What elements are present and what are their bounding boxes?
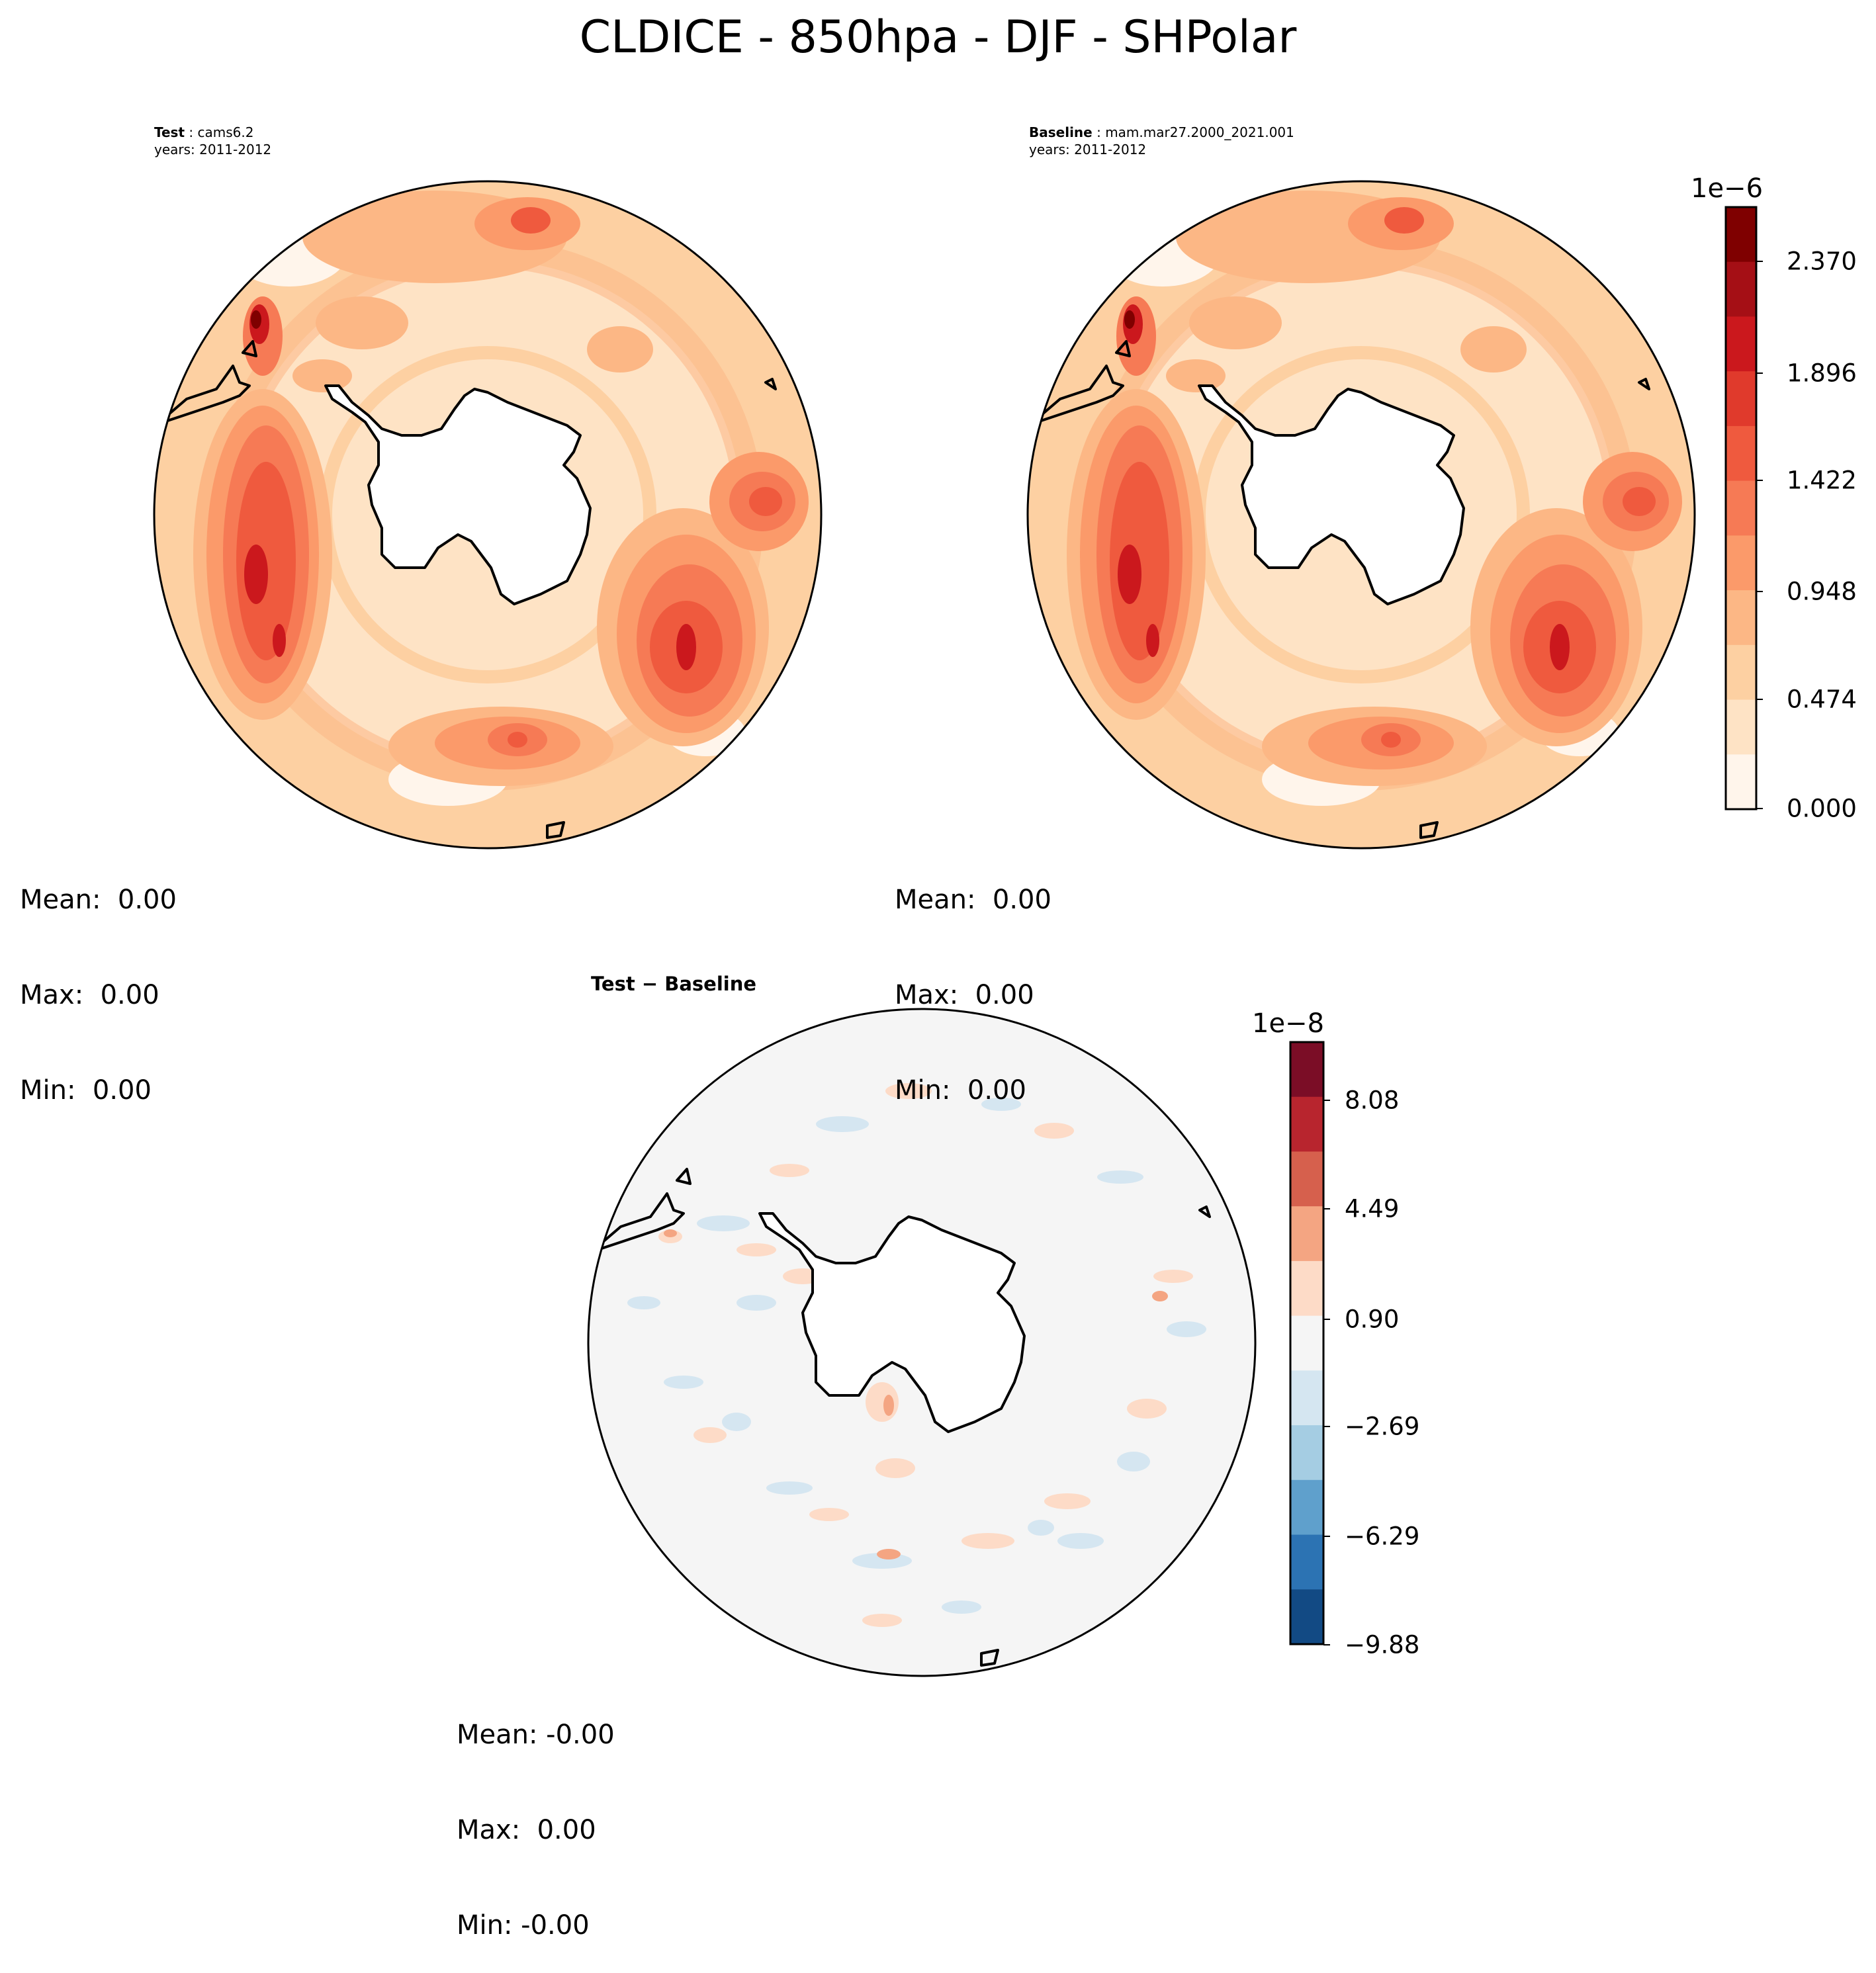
test-case-name: cams6.2 bbox=[197, 124, 254, 140]
baseline-case-name: mam.mar27.2000_2021.001 bbox=[1105, 124, 1294, 140]
colorbar-swatch bbox=[1726, 535, 1756, 591]
main-colorbar-tick: 0.948 bbox=[1787, 577, 1857, 606]
colorbar-swatch bbox=[1726, 644, 1756, 701]
test-label: Test bbox=[154, 124, 185, 140]
baseline-years: years: 2011-2012 bbox=[1029, 142, 1147, 157]
figure-canvas bbox=[153, 180, 1763, 1677]
colorbar-swatch bbox=[1290, 1589, 1323, 1645]
colorbar-swatch bbox=[1726, 699, 1756, 755]
colorbar-swatch bbox=[1290, 1370, 1323, 1426]
diff-colorbar-tick: 8.08 bbox=[1345, 1086, 1400, 1115]
colorbar-swatch bbox=[1290, 1206, 1323, 1262]
diff-colorbar-tick: −6.29 bbox=[1345, 1522, 1420, 1551]
colorbar-swatch bbox=[1726, 754, 1756, 810]
main-colorbar-scale: 1e−6 bbox=[1691, 173, 1764, 204]
diff-stats: Mean: -0.00 Max: 0.00 Min: -0.00 bbox=[457, 1655, 615, 1973]
test-stat-max: Max: 0.00 bbox=[20, 980, 159, 1010]
colorbar-swatch bbox=[1726, 371, 1756, 427]
colorbar-swatch bbox=[1290, 1534, 1323, 1590]
colorbar-frame bbox=[1289, 1041, 1325, 1645]
test-stat-mean: Mean: 0.00 bbox=[20, 885, 177, 915]
main-colorbar-tick: 0.474 bbox=[1787, 685, 1857, 714]
diff-map bbox=[587, 1008, 1257, 1677]
baseline-map bbox=[1026, 180, 1696, 850]
test-stats: Mean: 0.00 Max: 0.00 Min: 0.00 bbox=[20, 820, 177, 1138]
baseline-stat-min: Min: 0.00 bbox=[895, 1075, 1026, 1106]
main-colorbar-tick: 1.422 bbox=[1787, 466, 1857, 495]
colorbar-swatch bbox=[1290, 1096, 1323, 1153]
colorbar-swatch bbox=[1290, 1151, 1323, 1207]
colorbar-swatch bbox=[1726, 207, 1756, 263]
baseline-stats: Mean: 0.00 Max: 0.00 Min: 0.00 bbox=[895, 820, 1051, 1138]
colorbar-swatch bbox=[1726, 316, 1756, 372]
diff-stat-max: Max: 0.00 bbox=[457, 1815, 596, 1845]
test-years: years: 2011-2012 bbox=[154, 142, 272, 157]
test-panel-header: Test : cams6.2 years: 2011-2012 bbox=[154, 124, 272, 157]
figure-title: CLDICE - 850hpa - DJF - SHPolar bbox=[579, 11, 1297, 64]
diff-colorbar-scale: 1e−8 bbox=[1252, 1008, 1325, 1039]
test-map bbox=[153, 180, 823, 850]
colorbar-swatch bbox=[1290, 1260, 1323, 1317]
colorbar-swatch bbox=[1726, 480, 1756, 536]
diff-panel-title: Test − Baseline bbox=[591, 973, 757, 995]
diff-colorbar-tick: −9.88 bbox=[1345, 1630, 1420, 1659]
diff-colorbar-tick: 4.49 bbox=[1345, 1194, 1400, 1223]
colorbar-swatch bbox=[1290, 1479, 1323, 1536]
baseline-stat-mean: Mean: 0.00 bbox=[895, 885, 1051, 915]
colorbar-swatch bbox=[1290, 1042, 1323, 1098]
main-colorbar-tick: 1.896 bbox=[1787, 359, 1857, 388]
colorbar-swatch bbox=[1290, 1425, 1323, 1481]
diff-colorbar-tick: 0.90 bbox=[1345, 1305, 1400, 1334]
main-colorbar-tick: 0.000 bbox=[1787, 794, 1857, 823]
test-stat-min: Min: 0.00 bbox=[20, 1075, 152, 1106]
colorbar-swatch bbox=[1726, 425, 1756, 482]
colorbar-swatch bbox=[1726, 261, 1756, 318]
colorbar-swatch bbox=[1290, 1315, 1323, 1371]
baseline-panel-header: Baseline : mam.mar27.2000_2021.001 years… bbox=[1029, 124, 1294, 157]
baseline-stat-max: Max: 0.00 bbox=[895, 980, 1034, 1010]
diff-colorbar-tick: −2.69 bbox=[1345, 1412, 1420, 1441]
colorbar-frame bbox=[1724, 206, 1758, 811]
colorbar-swatch bbox=[1726, 590, 1756, 646]
main-colorbar-tick: 2.370 bbox=[1787, 247, 1857, 276]
diff-colorbar bbox=[1289, 1041, 1330, 1645]
baseline-label: Baseline bbox=[1029, 124, 1093, 140]
diff-stat-min: Min: -0.00 bbox=[457, 1910, 590, 1941]
diff-stat-mean: Mean: -0.00 bbox=[457, 1720, 615, 1750]
main-colorbar bbox=[1724, 206, 1763, 811]
